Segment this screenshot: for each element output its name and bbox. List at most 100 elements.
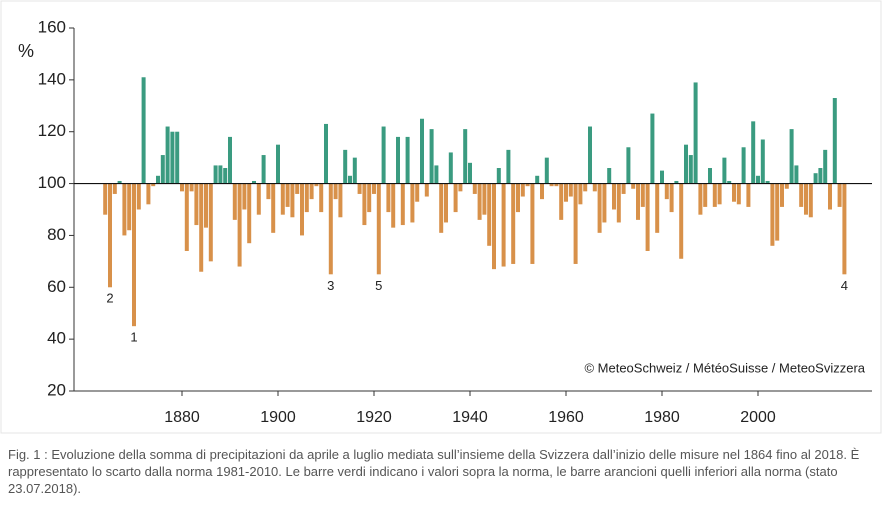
y-tick-label: 20 (47, 380, 66, 399)
bar (151, 183, 156, 187)
bar (372, 183, 376, 194)
bar (756, 175, 760, 184)
bar (573, 183, 578, 264)
bar (223, 168, 228, 184)
bar (271, 183, 276, 233)
bar (626, 147, 631, 184)
bar (165, 126, 170, 184)
bar (775, 183, 780, 241)
bar (117, 180, 122, 184)
bar (132, 183, 136, 327)
bar (434, 165, 439, 184)
bar (324, 123, 328, 184)
bar (429, 129, 434, 184)
bar (108, 183, 112, 288)
bar (276, 144, 280, 184)
bar (468, 162, 472, 184)
bar (549, 183, 554, 187)
bar (837, 183, 842, 207)
bar (607, 168, 612, 184)
annotation: 4 (841, 278, 848, 293)
bar (309, 183, 314, 200)
x-tick-label: 1880 (164, 409, 200, 426)
bar (698, 183, 703, 215)
bar (655, 183, 660, 233)
bar (304, 183, 309, 213)
bar (448, 152, 453, 184)
bar (712, 183, 717, 207)
x-tick-label: 1900 (260, 409, 296, 426)
bar (736, 183, 741, 205)
bar (463, 129, 468, 184)
bar (492, 183, 496, 270)
bar (189, 183, 194, 192)
bar (444, 183, 448, 223)
bar (554, 183, 559, 187)
bar (184, 183, 189, 251)
annotation: 2 (106, 291, 113, 306)
bar (823, 149, 828, 184)
bar (362, 183, 367, 226)
bar (813, 173, 818, 184)
bar (300, 183, 304, 236)
bar (391, 183, 396, 228)
y-tick-label: 140 (38, 69, 66, 88)
bar (688, 155, 693, 184)
bar (170, 131, 175, 184)
x-tick-label: 2000 (740, 409, 776, 426)
bar (237, 183, 242, 267)
x-tick-label: 1940 (452, 409, 488, 426)
bar (650, 113, 655, 184)
bar (352, 157, 357, 184)
bar (333, 183, 338, 200)
bar (482, 183, 487, 215)
bar (247, 183, 252, 244)
bar (789, 129, 794, 184)
bar (376, 183, 381, 275)
bar (818, 168, 823, 184)
bar (746, 183, 751, 207)
bar (511, 183, 516, 264)
bar (525, 183, 530, 187)
bar (314, 183, 319, 187)
bar (501, 183, 506, 267)
y-tick-label: 120 (38, 121, 66, 140)
y-axis-label: % (18, 41, 34, 61)
bar (664, 183, 669, 200)
bar (252, 180, 256, 184)
bar (559, 183, 564, 220)
bar (568, 183, 573, 197)
bar (232, 183, 237, 220)
bar (578, 183, 583, 205)
bar (842, 183, 847, 275)
bar (602, 183, 607, 223)
bar (631, 183, 636, 189)
bar (194, 183, 199, 226)
bar (112, 183, 117, 194)
bar (285, 183, 290, 207)
y-tick-label: 100 (38, 173, 66, 192)
y-tick-label: 40 (47, 329, 66, 348)
annotation: 5 (375, 278, 382, 293)
x-tick-label: 1980 (644, 409, 680, 426)
x-tick-label: 1960 (548, 409, 584, 426)
bar (146, 183, 151, 205)
bar (770, 183, 775, 246)
bar (338, 183, 343, 218)
bar (708, 168, 712, 184)
bar (213, 165, 218, 184)
bar (804, 183, 808, 215)
bar (660, 170, 664, 184)
bar (328, 183, 333, 275)
bar (693, 82, 698, 184)
bar (640, 183, 645, 207)
bar (765, 180, 770, 184)
bar (828, 183, 832, 210)
bar (127, 183, 132, 231)
bar (280, 183, 285, 215)
bar (832, 98, 837, 184)
bar (396, 136, 400, 184)
bar (799, 183, 804, 207)
bar (784, 183, 789, 189)
bar (160, 155, 165, 184)
